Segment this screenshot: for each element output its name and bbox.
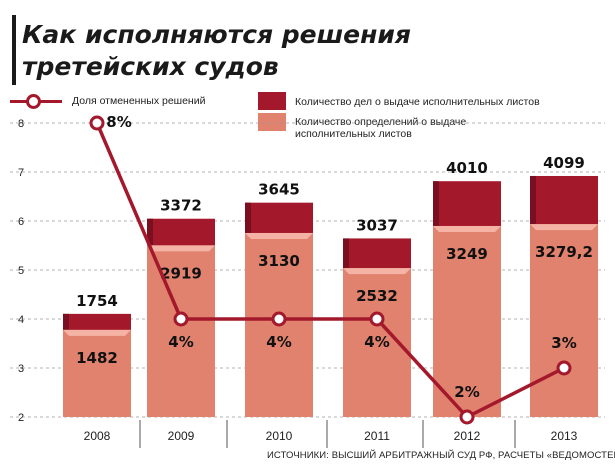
bar-rulings-value-label: 1482 <box>76 349 118 367</box>
line-value-label: 4% <box>266 333 291 351</box>
y-tick-label: 2 <box>18 412 24 424</box>
bar-rulings-value-label: 3279,2 <box>535 243 593 261</box>
bar-rulings-value-label: 3249 <box>446 245 488 263</box>
bar-rulings-bevel <box>530 224 598 231</box>
line-point <box>173 311 189 327</box>
bar-rulings-bevel <box>433 225 501 232</box>
x-tick-label: 2009 <box>168 429 195 443</box>
line-point <box>369 311 385 327</box>
y-tick-label: 7 <box>18 167 24 179</box>
x-tick-label: 2010 <box>266 429 293 443</box>
line-series-path <box>95 122 565 419</box>
line-point <box>556 360 572 376</box>
bar-total-value-label: 3372 <box>160 197 202 215</box>
line-value-label: 4% <box>364 333 389 351</box>
x-tick-label: 2013 <box>551 429 578 443</box>
chart-title-line-2: третейских судов <box>22 52 279 81</box>
bar-rulings <box>147 245 215 417</box>
bar-rulings-bevel <box>63 329 131 336</box>
bar-rulings <box>433 225 501 417</box>
line-value-label: 3% <box>551 334 576 352</box>
legend-light-swatch <box>258 113 286 131</box>
title-accent-bar <box>12 15 16 85</box>
bar-rulings <box>530 224 598 417</box>
bar-rulings-bevel <box>147 245 215 252</box>
line-point <box>459 409 475 425</box>
bar-total-value-label: 4099 <box>543 154 585 172</box>
legend-dark-label: Количество дел о выдаче исполнительных л… <box>295 96 540 108</box>
y-tick-label: 8 <box>18 118 24 130</box>
bar-rulings-bevel <box>245 232 313 239</box>
line-point <box>89 115 105 131</box>
bar-rulings-value-label: 2919 <box>160 264 202 282</box>
line-value-label: 8% <box>106 113 131 131</box>
legend-dark-swatch <box>258 92 286 110</box>
bar-rulings-value-label: 3130 <box>258 252 300 270</box>
legend-line-label: Доля отмененных решений <box>72 95 206 107</box>
source-note: ИСТОЧНИКИ: ВЫСШИЙ АРБИТРАЖНЫЙ СУД РФ, РА… <box>267 450 615 461</box>
bar-rulings <box>63 329 131 417</box>
chart-title-line-1: Как исполняются решения <box>22 20 411 49</box>
bar-total-value-label: 3645 <box>258 181 300 199</box>
x-tick-label: 2012 <box>454 429 481 443</box>
y-tick-label: 6 <box>18 216 24 228</box>
line-value-label: 2% <box>454 383 479 401</box>
x-tick-label: 2011 <box>364 429 390 443</box>
y-tick-label: 3 <box>18 363 24 375</box>
bar-total-value-label: 3037 <box>356 216 398 234</box>
bar-rulings-bevel <box>343 268 411 275</box>
bar-total-value-label: 1754 <box>76 292 118 310</box>
bar-rulings-value-label: 2532 <box>356 287 398 305</box>
line-point <box>271 311 287 327</box>
x-tick-label: 2008 <box>84 429 111 443</box>
legend-line-marker <box>26 94 41 109</box>
y-tick-label: 4 <box>18 314 24 326</box>
legend-light-label: Количество определений о выдаче исполнит… <box>295 116 467 140</box>
bar-total-value-label: 4010 <box>446 159 488 177</box>
y-tick-label: 5 <box>18 265 24 277</box>
line-value-label: 4% <box>168 333 193 351</box>
